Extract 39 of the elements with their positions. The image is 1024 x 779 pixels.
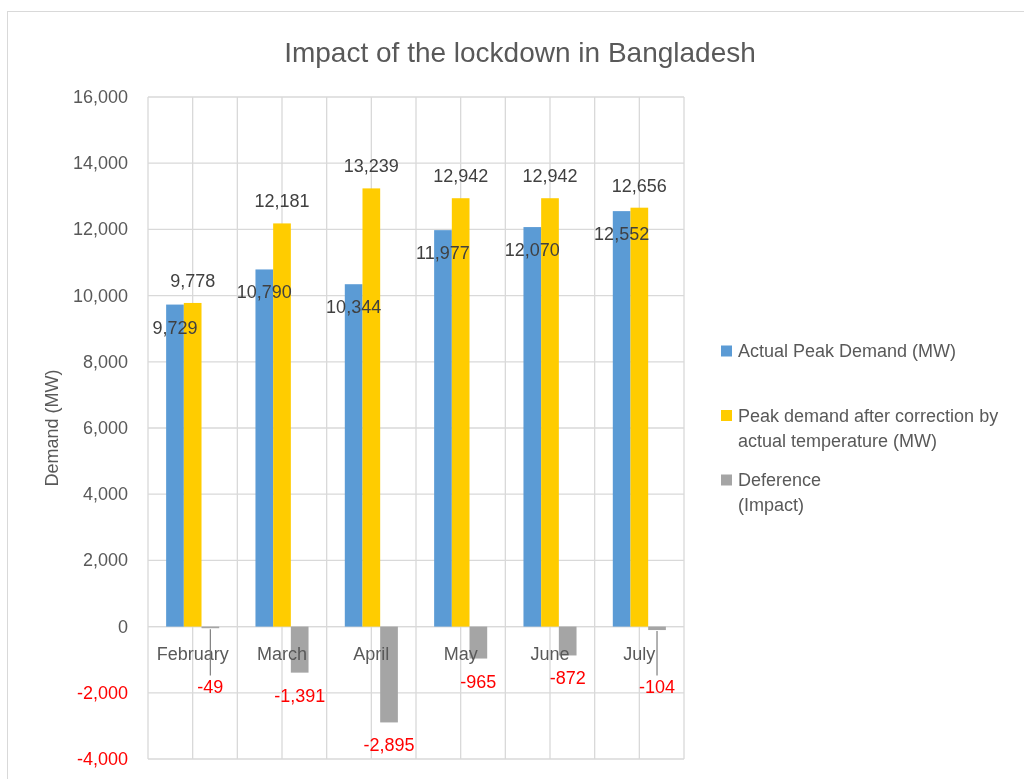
legend-label: Peak demand after correction by actual temperature (MW) <box>738 405 999 451</box>
chart-title: Impact of the lockdown in Bangladesh <box>284 36 756 68</box>
data-label: 10,790 <box>236 282 292 303</box>
data-label: 12,181 <box>254 191 310 212</box>
data-label: 12,942 <box>433 166 489 187</box>
data-label: -104 <box>639 676 676 697</box>
data-label: 12,656 <box>611 175 667 196</box>
legend-label: Actual Peak Demand (MW) <box>738 341 957 361</box>
y-tick-label: -2,000 <box>76 682 128 703</box>
y-tick-label: 4,000 <box>82 484 128 505</box>
data-label: -49 <box>197 676 224 697</box>
data-label: 12,942 <box>522 166 578 187</box>
y-tick-label: 14,000 <box>72 153 128 174</box>
data-label: -872 <box>549 668 586 689</box>
y-tick-label: 8,000 <box>82 351 128 372</box>
y-tick-label: 2,000 <box>82 550 128 571</box>
data-label: -965 <box>460 671 497 692</box>
x-tick-label: July <box>623 643 656 664</box>
x-tick-label: June <box>530 643 570 664</box>
x-tick-label: March <box>256 643 308 664</box>
data-label: 12,070 <box>504 240 560 261</box>
data-label: 9,778 <box>170 270 216 291</box>
legend-label: Deference (Impact) <box>738 470 822 515</box>
y-tick-label: -4,000 <box>76 749 128 769</box>
x-tick-label: April <box>353 643 390 664</box>
data-label: 13,239 <box>343 156 399 177</box>
y-tick-label: 16,000 <box>72 87 128 107</box>
y-tick-label: 10,000 <box>72 285 128 306</box>
data-label: 10,344 <box>326 297 382 318</box>
y-axis-title: Demand (MW) <box>42 369 62 487</box>
data-label: 11,977 <box>416 243 470 264</box>
y-tick-label: 0 <box>117 616 128 637</box>
data-label: 12,552 <box>594 224 650 245</box>
data-label: -2,895 <box>363 735 415 756</box>
data-label: 9,729 <box>152 317 198 338</box>
x-tick-label: May <box>443 643 478 664</box>
y-tick-label: 12,000 <box>72 219 128 240</box>
data-label: -1,391 <box>274 685 326 706</box>
y-tick-label: 6,000 <box>82 418 128 438</box>
